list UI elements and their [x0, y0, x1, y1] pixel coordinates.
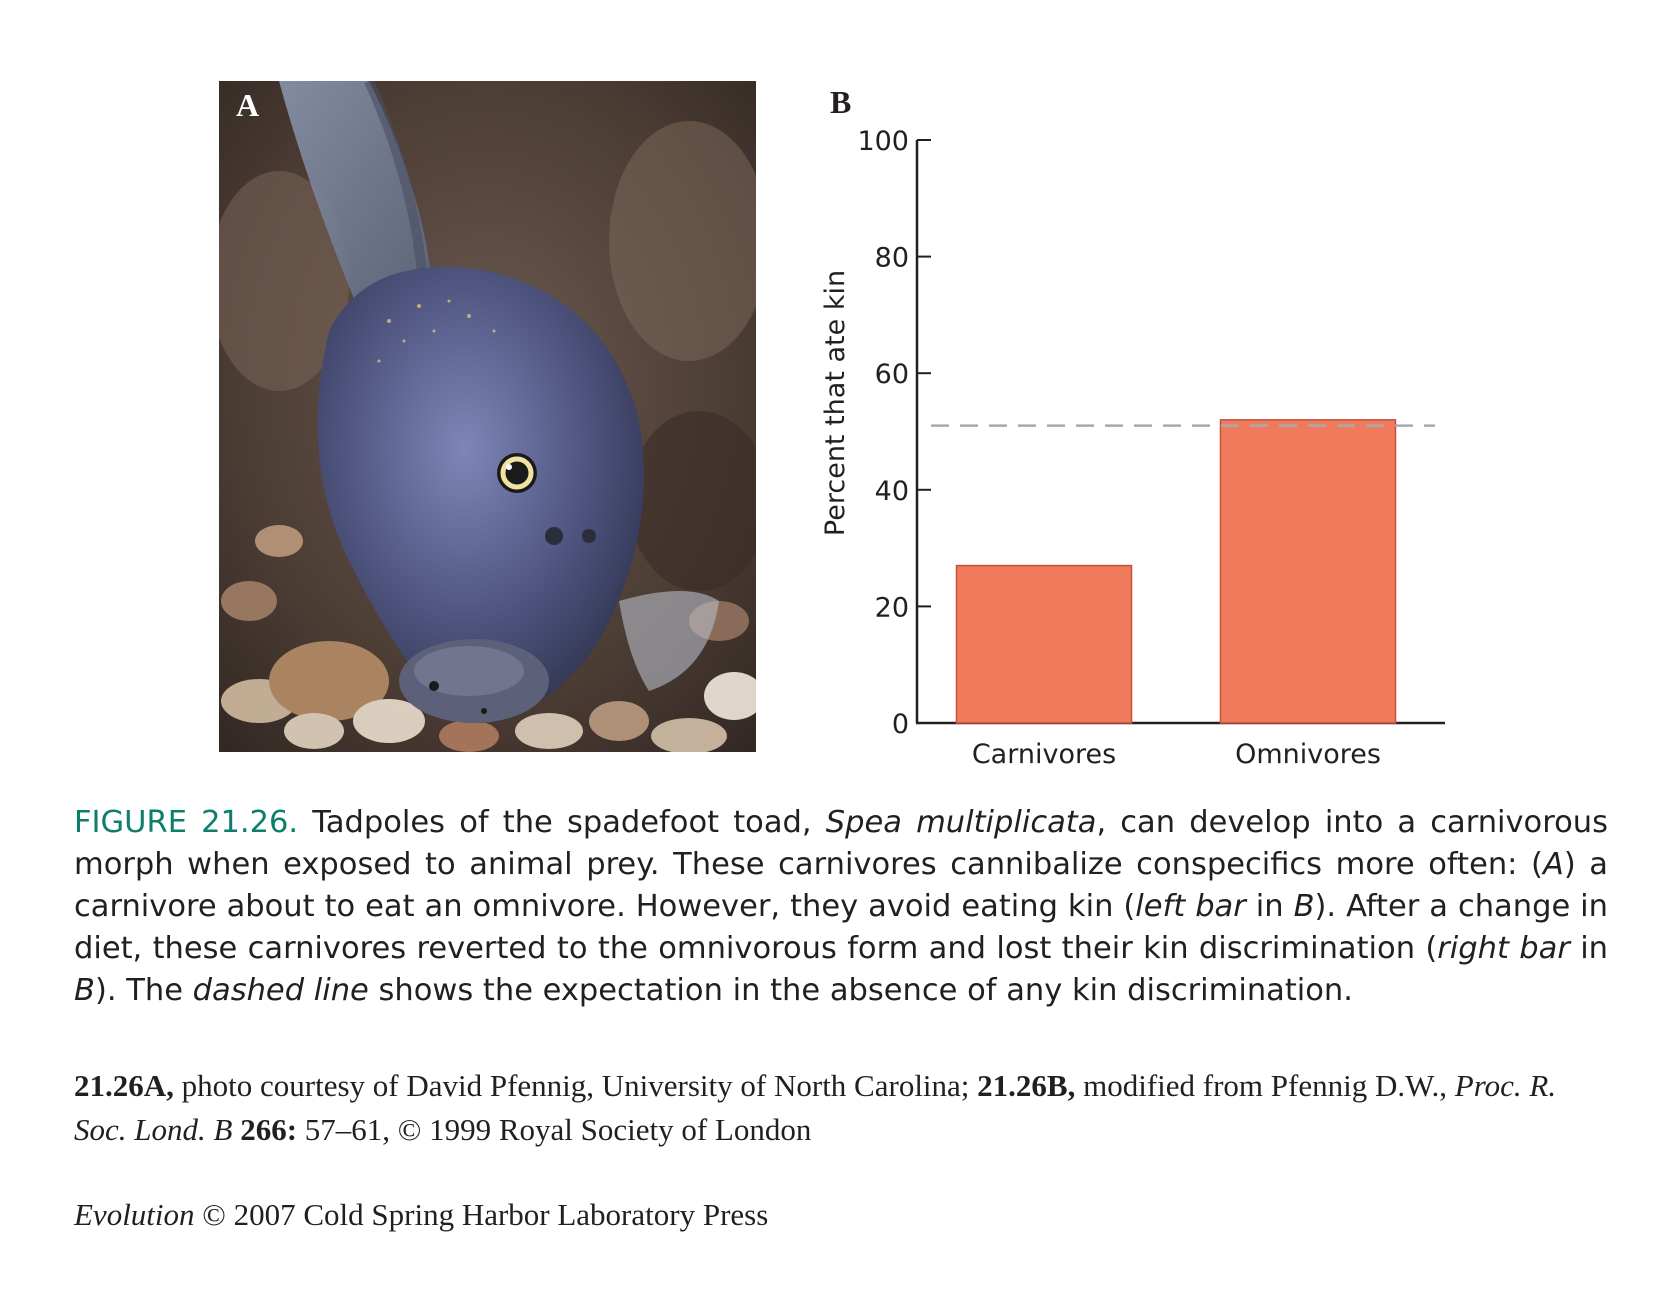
caption-text: in	[1245, 889, 1294, 924]
y-tick-label: 100	[857, 126, 909, 157]
x-tick-label: Omnivores	[1235, 739, 1381, 770]
caption-text: , can develop into a carnivorous morph w…	[74, 805, 1608, 882]
tadpole-illustration	[219, 81, 756, 752]
caption-text: ). After a change in diet, these carnivo…	[74, 889, 1608, 966]
panel-b-label: B	[830, 84, 851, 120]
kin-bar-chart: B Percent that ate kin 0 20 40 60 80 100 Carn…	[800, 80, 1480, 780]
x-tick-label: Carnivores	[972, 739, 1116, 770]
journal-name: Proc. R. Soc. Lond. B	[74, 1068, 1557, 1147]
caption-ref: B	[1293, 889, 1315, 924]
caption-ref: right bar	[1437, 931, 1570, 966]
caption-ref: left bar	[1135, 889, 1246, 924]
figure-caption: FIGURE 21.26. Tadpoles of the spadefoot …	[74, 802, 1608, 1012]
y-tick-label: 80	[875, 243, 909, 274]
caption-text: in	[1569, 931, 1608, 966]
y-axis-title: Percent that ate kin	[820, 270, 851, 536]
y-tick-label: 60	[875, 359, 909, 390]
panel-a-label: A	[236, 87, 260, 123]
credit-ref-a: 21.26A,	[74, 1068, 174, 1103]
caption-ref: B	[74, 973, 95, 1008]
credit-text: modified from Pfennig D.W.,	[1075, 1068, 1455, 1103]
caption-text: Tadpoles of the spadefoot toad,	[298, 805, 826, 840]
chart-bars	[955, 419, 1397, 724]
copyright-line: Evolution © 2007 Cold Spring Harbor Labo…	[74, 1193, 768, 1237]
credit-ref-b: 21.26B,	[977, 1068, 1076, 1103]
caption-text: ). The	[94, 973, 193, 1008]
x-tick-labels: Carnivores Omnivores	[972, 739, 1381, 770]
species-name: Spea multiplicata	[825, 805, 1097, 840]
book-title: Evolution	[74, 1197, 195, 1232]
y-tick-label: 0	[892, 709, 909, 740]
bar-carnivores	[955, 564, 1133, 724]
credit-text: 57–61, © 1999 Royal Society of London	[297, 1112, 812, 1147]
copyright-text: © 2007 Cold Spring Harbor Laboratory Pre…	[194, 1197, 769, 1232]
figure-number: FIGURE 21.26.	[74, 805, 299, 840]
bar-omnivores	[1219, 419, 1397, 724]
caption-text: shows the expectation in the absence of …	[368, 973, 1353, 1008]
chart-svg: B Percent that ate kin 0 20 40 60 80 100 Carn…	[820, 84, 1445, 770]
caption-ref: A	[1542, 847, 1564, 882]
figure-credits: 21.26A, photo courtesy of David Pfennig,…	[74, 1064, 1608, 1152]
caption-text: ) a carnivore about to eat an omnivore. …	[74, 847, 1608, 924]
caption-ref: dashed line	[192, 973, 369, 1008]
y-tick-label: 20	[875, 592, 909, 623]
tadpole-photo: A	[219, 81, 756, 752]
journal-volume: 266:	[232, 1112, 298, 1147]
credit-text: photo courtesy of David Pfennig, Univers…	[173, 1068, 978, 1103]
y-tick-label: 40	[875, 476, 909, 507]
